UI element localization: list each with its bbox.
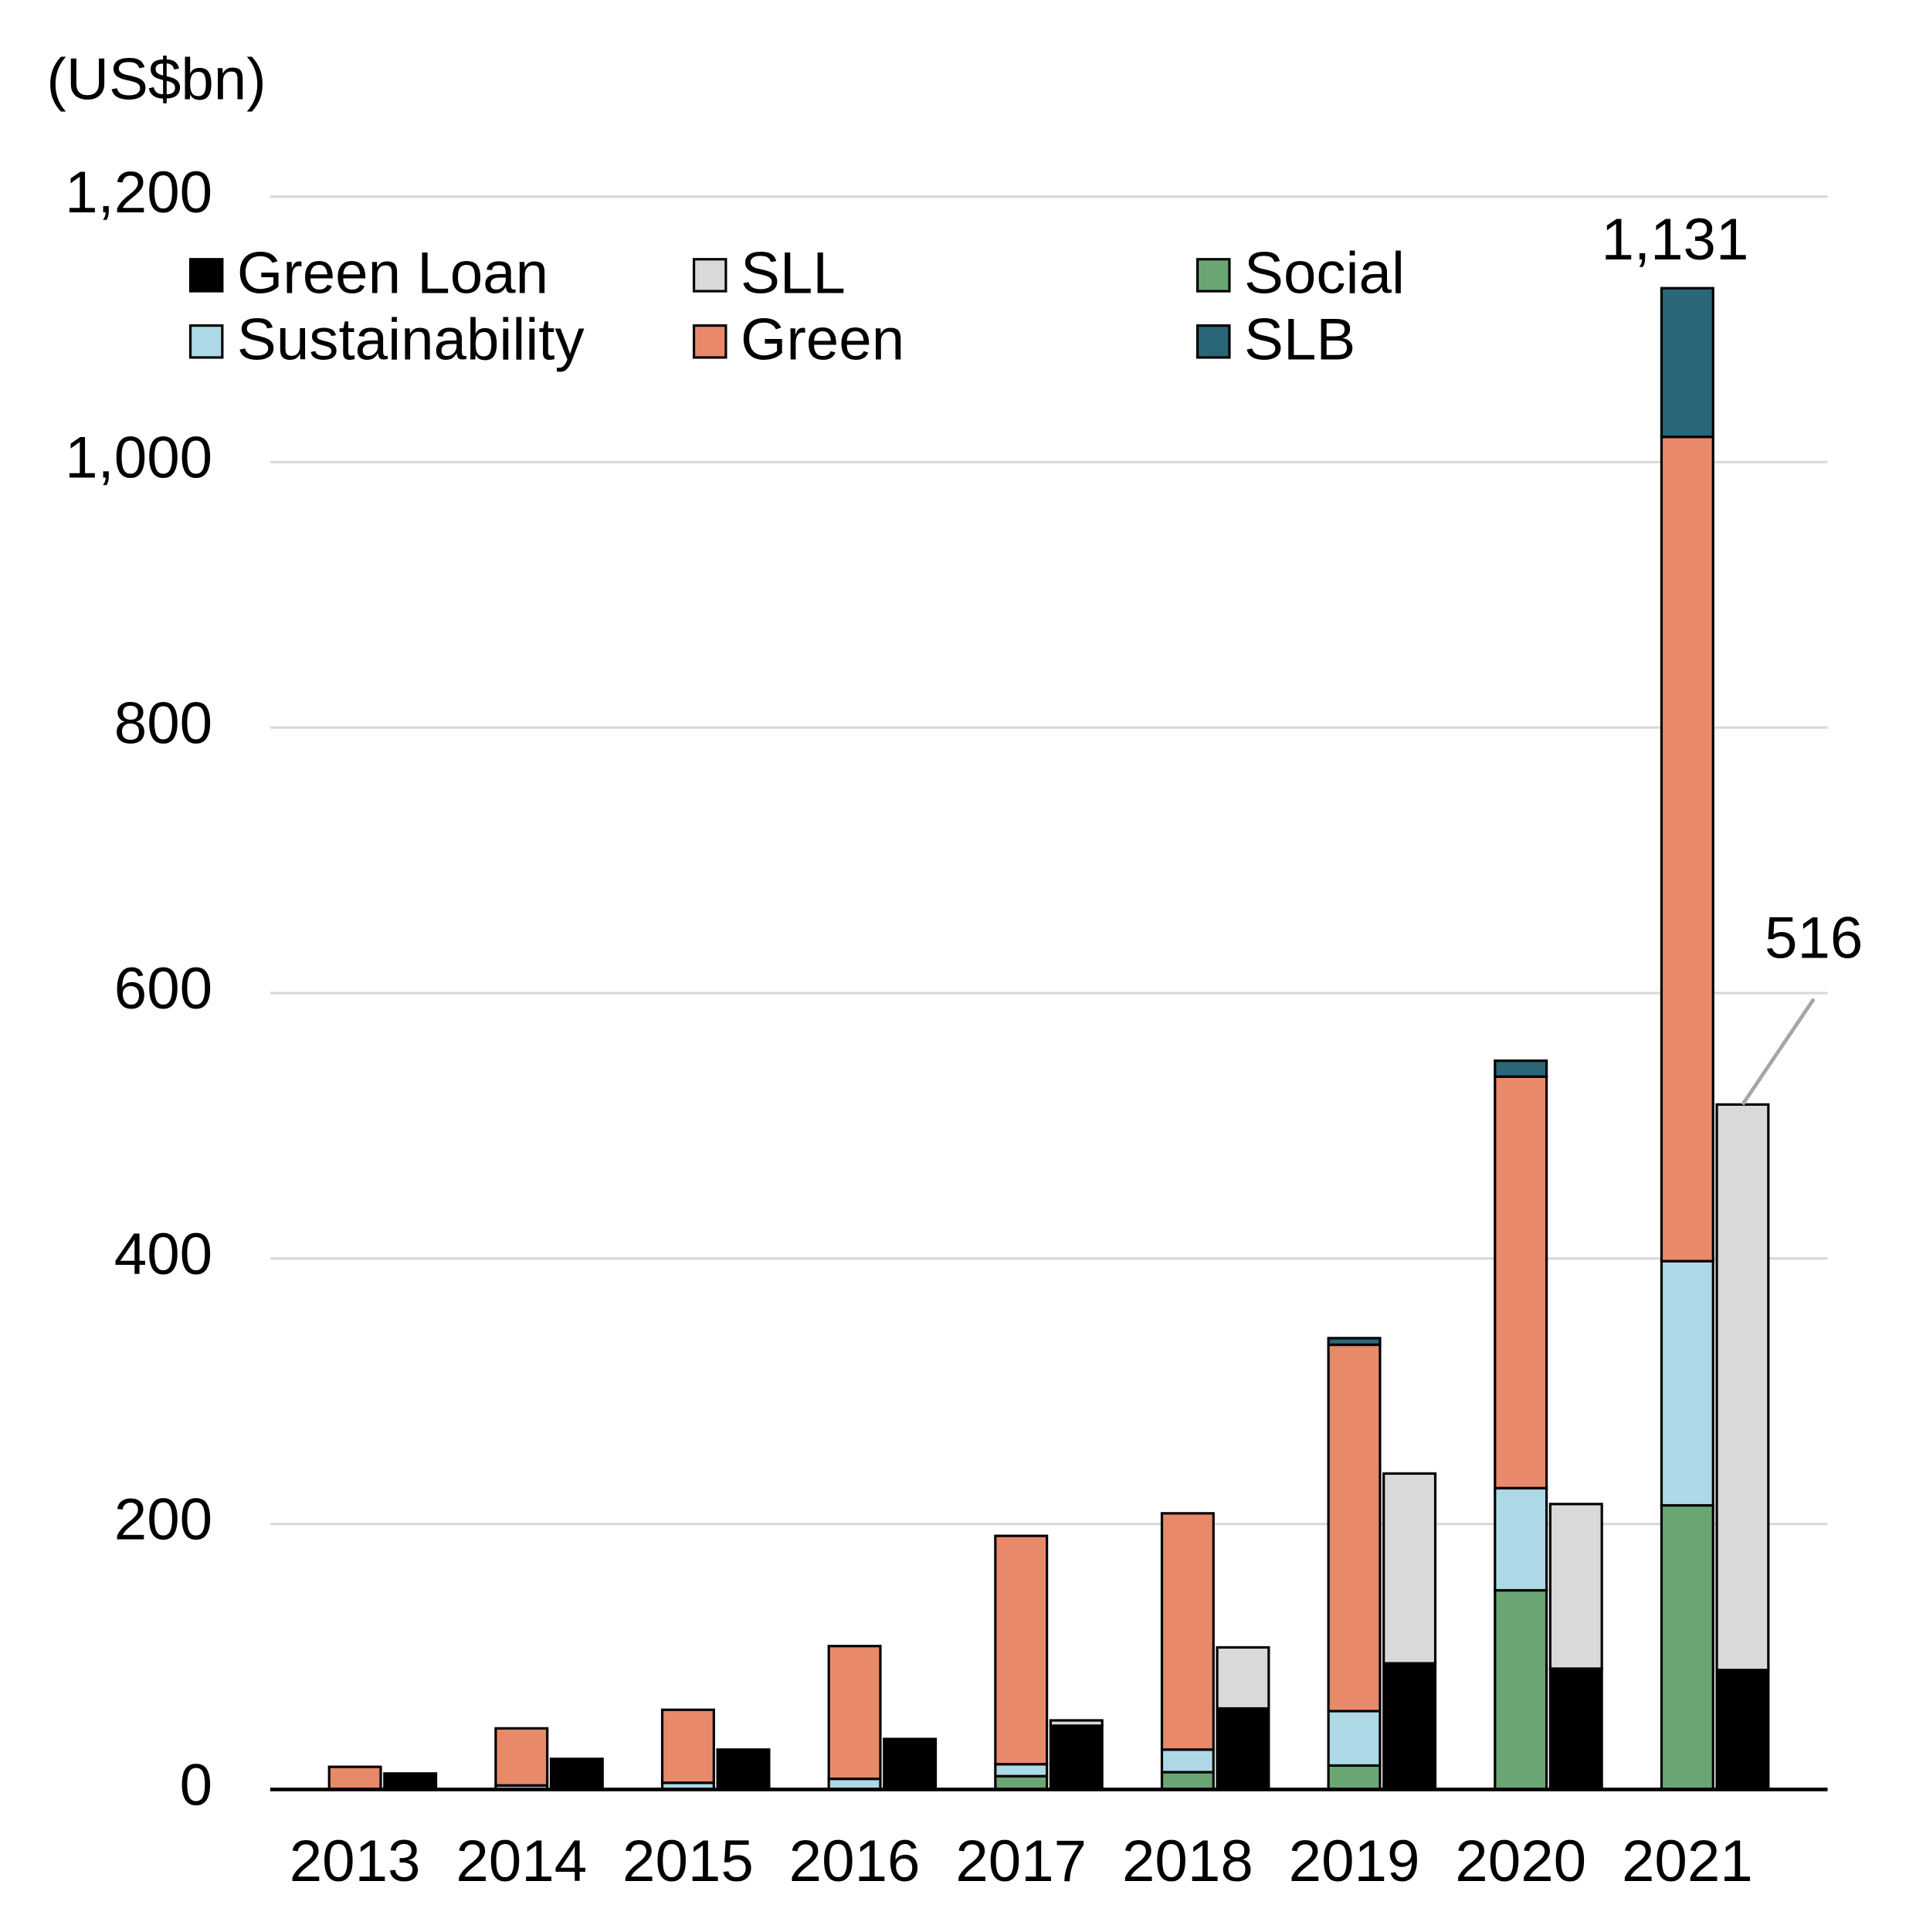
annotation: 1,131 — [1601, 207, 1748, 273]
bar-segment — [1216, 1707, 1270, 1791]
y-tick-label: 1,200 — [65, 160, 212, 225]
x-tick-label: 2018 — [1122, 1829, 1253, 1894]
legend-label: SLB — [1244, 307, 1355, 373]
bar-segment — [494, 1727, 549, 1787]
bar-segment — [1660, 286, 1714, 439]
bar-segment — [1494, 1588, 1548, 1791]
bar-segment — [1660, 1259, 1714, 1507]
bar-segment — [1049, 1719, 1104, 1727]
x-tick-label: 2021 — [1622, 1829, 1753, 1894]
x-tick-label: 2017 — [955, 1829, 1087, 1894]
bar-segment — [383, 1772, 438, 1791]
bar-segment — [1049, 1724, 1104, 1791]
legend-swatch — [188, 324, 224, 359]
legend-label: Social — [1244, 241, 1405, 307]
bar-segment — [1494, 1075, 1548, 1490]
legend-label: Green Loan — [237, 241, 548, 307]
bar-segment — [660, 1708, 715, 1785]
legend-swatch — [1196, 258, 1231, 293]
bar-segment — [1327, 1343, 1382, 1713]
y-tick-label: 800 — [114, 690, 212, 756]
legend-label: SLL — [741, 241, 846, 307]
annotation: 516 — [1765, 906, 1863, 971]
y-tick-label: 600 — [114, 956, 212, 1022]
bar-segment — [327, 1765, 382, 1791]
bar-segment — [1715, 1103, 1770, 1672]
bar-segment — [1715, 1669, 1770, 1791]
bar-segment — [1327, 1337, 1382, 1347]
bar-segment — [994, 1534, 1049, 1766]
annotation-leader — [1741, 998, 1816, 1106]
bar-segment — [1548, 1503, 1603, 1670]
legend-label: Green — [741, 307, 904, 373]
bar-segment — [1160, 1748, 1215, 1774]
legend-swatch — [692, 258, 727, 293]
x-tick-label: 2013 — [290, 1829, 421, 1894]
legend-label: Sustainability — [237, 307, 585, 373]
bar-segment — [994, 1763, 1049, 1778]
bar-segment — [1160, 1512, 1215, 1751]
bar-segment — [716, 1748, 771, 1791]
bar-segment — [1327, 1764, 1382, 1791]
bar-segment — [549, 1757, 604, 1791]
bar-segment — [1494, 1059, 1548, 1078]
bar-segment — [1382, 1662, 1437, 1791]
x-tick-label: 2015 — [622, 1829, 754, 1894]
bar-segment — [1660, 436, 1714, 1263]
x-tick-label: 2016 — [789, 1829, 921, 1894]
bar-segment — [1660, 1503, 1714, 1791]
y-tick-label: 400 — [114, 1222, 212, 1287]
bar-segment — [1216, 1646, 1270, 1710]
bar-segment — [1494, 1486, 1548, 1592]
x-tick-label: 2019 — [1289, 1829, 1420, 1894]
bar-segment — [994, 1774, 1049, 1791]
bar-segment — [827, 1645, 882, 1781]
y-tick-label: 200 — [114, 1487, 212, 1553]
y-axis-label: (US$bn) — [46, 46, 266, 112]
legend-swatch — [692, 324, 727, 359]
bar-segment — [1160, 1771, 1215, 1791]
bar-segment — [883, 1737, 938, 1791]
legend-swatch — [1196, 324, 1231, 359]
bar-segment — [1327, 1710, 1382, 1768]
bar-segment — [1548, 1667, 1603, 1791]
y-tick-label: 1,000 — [65, 425, 212, 491]
x-tick-label: 2020 — [1455, 1829, 1586, 1894]
x-tick-label: 2014 — [456, 1829, 587, 1894]
bar-segment — [1382, 1472, 1437, 1665]
legend-swatch — [188, 258, 224, 293]
y-tick-label: 0 — [180, 1753, 212, 1818]
